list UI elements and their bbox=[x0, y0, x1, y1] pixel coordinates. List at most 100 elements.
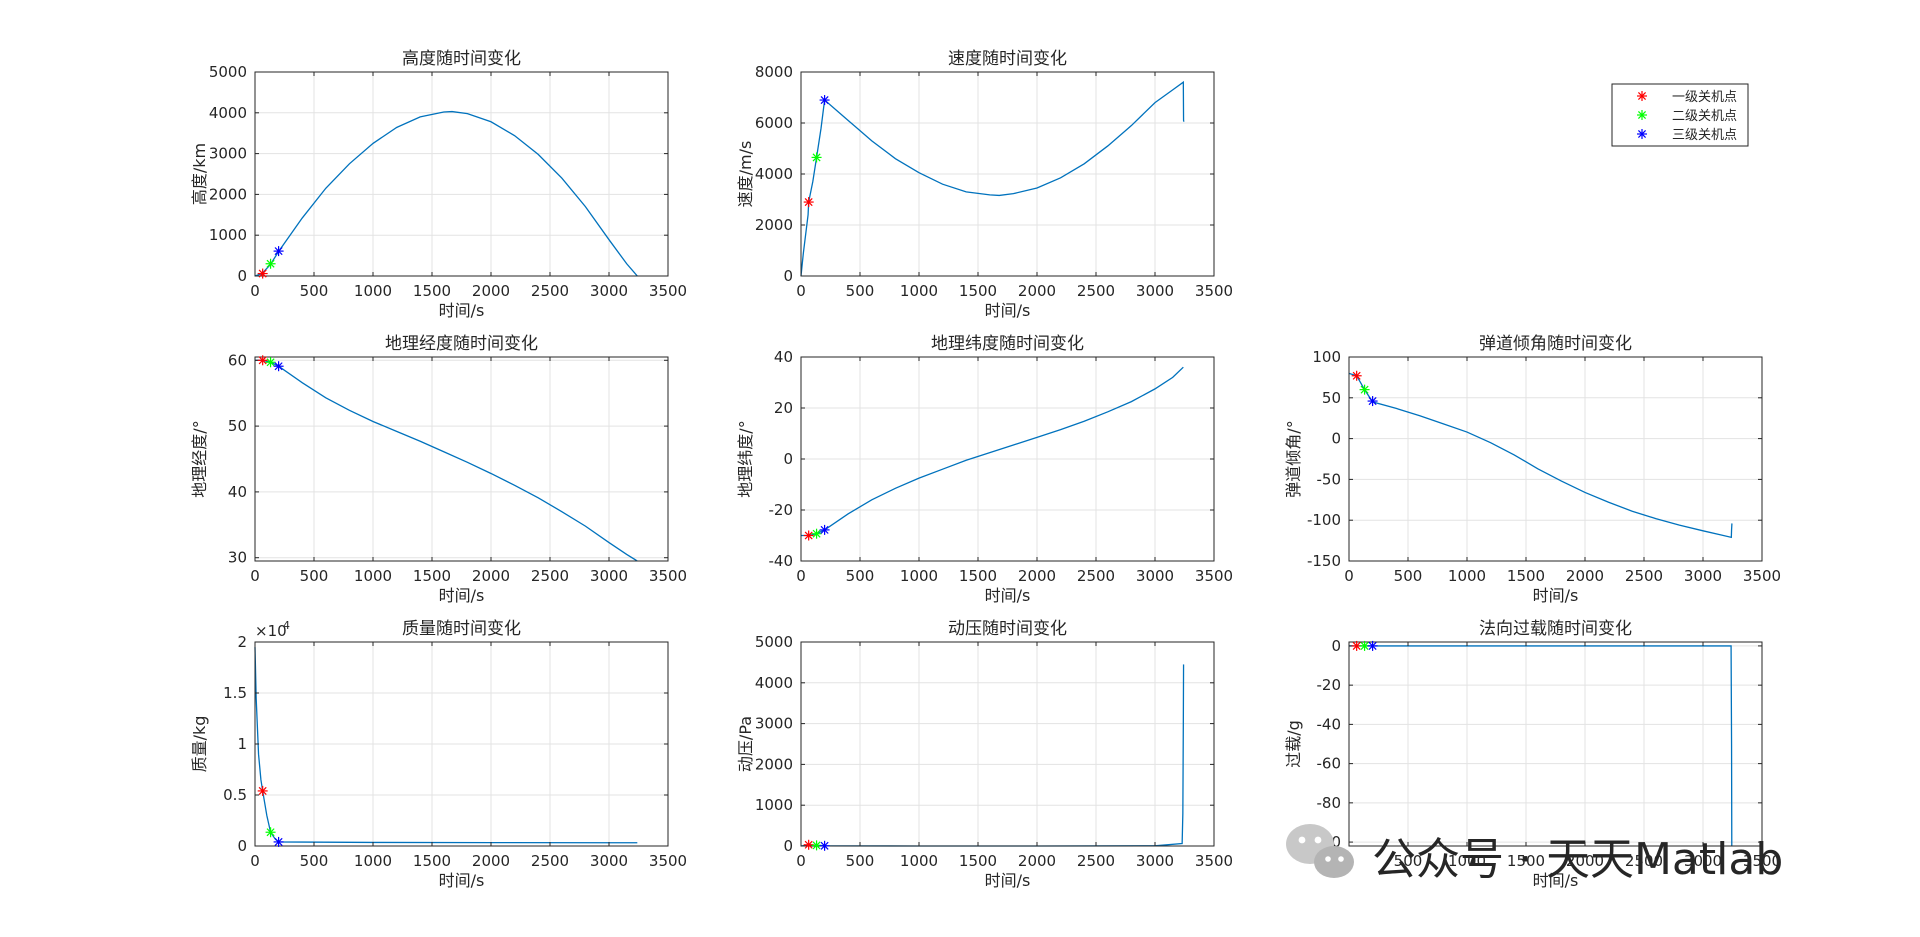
x-tick-label: 3000 bbox=[1684, 852, 1722, 870]
x-tick-label: 2500 bbox=[1077, 282, 1115, 300]
marker-stroke bbox=[804, 198, 813, 207]
cutoff-marker bbox=[803, 839, 814, 850]
marker-stroke bbox=[266, 358, 275, 367]
x-tick-label: 0 bbox=[796, 567, 806, 585]
cutoff-marker bbox=[265, 357, 276, 368]
y-axis-label: 动压/Pa bbox=[736, 716, 755, 772]
marker-stroke bbox=[1368, 641, 1377, 650]
axis-title: 法向过载随时间变化 bbox=[1479, 619, 1632, 639]
marker-stroke bbox=[820, 96, 829, 105]
axes-box bbox=[254, 356, 669, 562]
x-tick-label: 1500 bbox=[413, 282, 451, 300]
legend-marker bbox=[1637, 91, 1647, 101]
x-axis-label: 时间/s bbox=[439, 586, 485, 605]
x-tick-label: 0 bbox=[250, 852, 260, 870]
x-tick-label: 3500 bbox=[649, 567, 687, 585]
cutoff-marker bbox=[811, 840, 822, 851]
marker-stroke bbox=[258, 269, 267, 278]
marker-stroke bbox=[1352, 371, 1361, 380]
y-tick-label: -80 bbox=[1317, 794, 1342, 812]
x-tick-label: 500 bbox=[1394, 567, 1423, 585]
y-axis-label: 地理经度/° bbox=[190, 420, 209, 497]
cutoff-marker bbox=[257, 268, 268, 279]
subplot-5: 0 500 1000 1500 2000 2500 3000 3500 -150 -100 -50 0… bbox=[1284, 334, 1781, 605]
y-tick-label: -100 bbox=[1307, 511, 1341, 529]
marker-stroke bbox=[258, 356, 267, 365]
y-tick-label: 40 bbox=[228, 483, 247, 501]
cutoff-marker bbox=[811, 152, 822, 163]
subplot-2: 0 500 1000 1500 2000 2500 3000 3500 0 2000 4000 600… bbox=[736, 49, 1233, 320]
y-axis-label: 速度/m/s bbox=[736, 141, 755, 208]
x-tick-label: 2000 bbox=[472, 282, 510, 300]
x-tick-label: 500 bbox=[1394, 852, 1423, 870]
cutoff-marker bbox=[1359, 384, 1370, 395]
marker-stroke bbox=[820, 525, 829, 534]
x-tick-label: 0 bbox=[1344, 567, 1354, 585]
x-tick-label: 2000 bbox=[1018, 282, 1056, 300]
legend-marker bbox=[1637, 110, 1647, 120]
x-tick-label: 3000 bbox=[590, 567, 628, 585]
axis-title: 弹道倾角随时间变化 bbox=[1479, 334, 1632, 354]
x-tick-label: 3000 bbox=[1136, 282, 1174, 300]
series-line bbox=[800, 80, 1185, 277]
cutoff-marker bbox=[1351, 370, 1362, 381]
y-axis-label: 过载/g bbox=[1284, 720, 1303, 768]
y-tick-label: 4000 bbox=[209, 104, 247, 122]
x-tick-label: 500 bbox=[300, 852, 329, 870]
axes-box bbox=[1348, 356, 1763, 562]
x-tick-label: 0 bbox=[796, 852, 806, 870]
x-tick-label: 3000 bbox=[590, 282, 628, 300]
wechat-logo-icon bbox=[1286, 824, 1354, 878]
x-tick-label: 1500 bbox=[1507, 852, 1545, 870]
cutoff-marker bbox=[257, 785, 268, 796]
x-tick-label: 2000 bbox=[472, 567, 510, 585]
marker-stroke bbox=[812, 529, 821, 538]
y-tick-label: 100 bbox=[1312, 348, 1341, 366]
y-tick-label: -20 bbox=[769, 501, 794, 519]
x-tick-label: 3000 bbox=[1136, 567, 1174, 585]
cutoff-marker bbox=[273, 836, 284, 847]
y-tick-label: -40 bbox=[769, 552, 794, 570]
y-axis-label: 地理纬度/° bbox=[736, 420, 755, 497]
x-tick-label: 1500 bbox=[1507, 567, 1545, 585]
y-tick-label: 2000 bbox=[755, 216, 793, 234]
series-line bbox=[254, 110, 638, 277]
cutoff-marker bbox=[273, 361, 284, 372]
axis-title: 动压随时间变化 bbox=[948, 619, 1067, 639]
x-tick-label: 0 bbox=[796, 282, 806, 300]
marker-stroke bbox=[804, 840, 813, 849]
y-tick-label: -40 bbox=[1317, 715, 1342, 733]
plot-area bbox=[1349, 357, 1762, 561]
x-tick-label: 3500 bbox=[649, 852, 687, 870]
y-tick-label: 0 bbox=[783, 450, 793, 468]
cutoff-marker bbox=[1367, 396, 1378, 407]
y-tick-label: 3000 bbox=[755, 715, 793, 733]
series-line bbox=[255, 359, 638, 562]
plot-area bbox=[255, 72, 668, 276]
y-tick-label: 0 bbox=[783, 837, 793, 855]
marker-stroke bbox=[1637, 129, 1647, 139]
y-tick-label: 4000 bbox=[755, 674, 793, 692]
x-axis-label: 时间/s bbox=[1533, 871, 1579, 890]
cutoff-marker bbox=[257, 355, 268, 366]
legend-box bbox=[1611, 83, 1749, 147]
x-tick-label: 2500 bbox=[531, 282, 569, 300]
series-line bbox=[801, 366, 1184, 537]
y-exponent-label: ×10 bbox=[255, 622, 287, 640]
subplot-6: 0 500 1000 1500 2000 2500 3000 3500 0 0.5 1 1.5 2 ×10… bbox=[190, 619, 687, 890]
axis-title: 高度随时间变化 bbox=[402, 49, 521, 69]
marker-stroke bbox=[274, 247, 283, 256]
y-tick-label: 6000 bbox=[755, 114, 793, 132]
x-tick-label: 500 bbox=[300, 282, 329, 300]
y-tick-label: 5000 bbox=[755, 633, 793, 651]
marker-stroke bbox=[812, 153, 821, 162]
x-tick-label: 1500 bbox=[413, 567, 451, 585]
y-tick-label: 50 bbox=[228, 417, 247, 435]
y-tick-label: 60 bbox=[228, 351, 247, 369]
axes-box bbox=[254, 71, 669, 277]
x-axis-label: 时间/s bbox=[1533, 586, 1579, 605]
series-line bbox=[1348, 372, 1733, 539]
x-tick-label: 2000 bbox=[472, 852, 510, 870]
x-tick-label: 3500 bbox=[1195, 567, 1233, 585]
